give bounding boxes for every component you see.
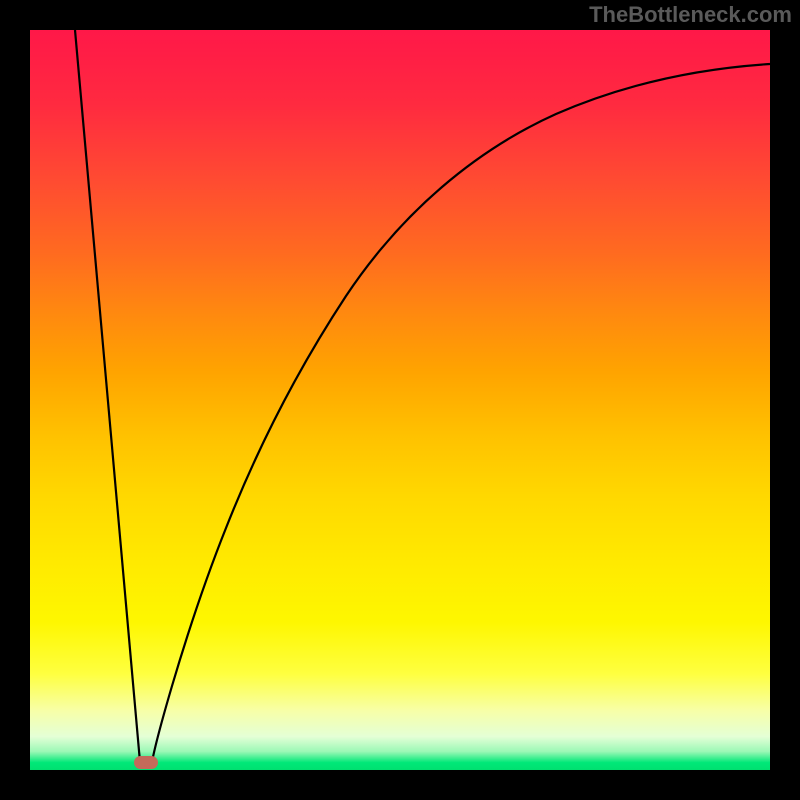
watermark-text: TheBottleneck.com: [589, 2, 792, 28]
bottom-marker: [134, 756, 158, 769]
left-curve: [75, 30, 140, 762]
curve-layer: [30, 30, 770, 770]
right-curve: [152, 64, 770, 762]
plot-area: [30, 30, 770, 770]
chart-container: TheBottleneck.com: [0, 0, 800, 800]
